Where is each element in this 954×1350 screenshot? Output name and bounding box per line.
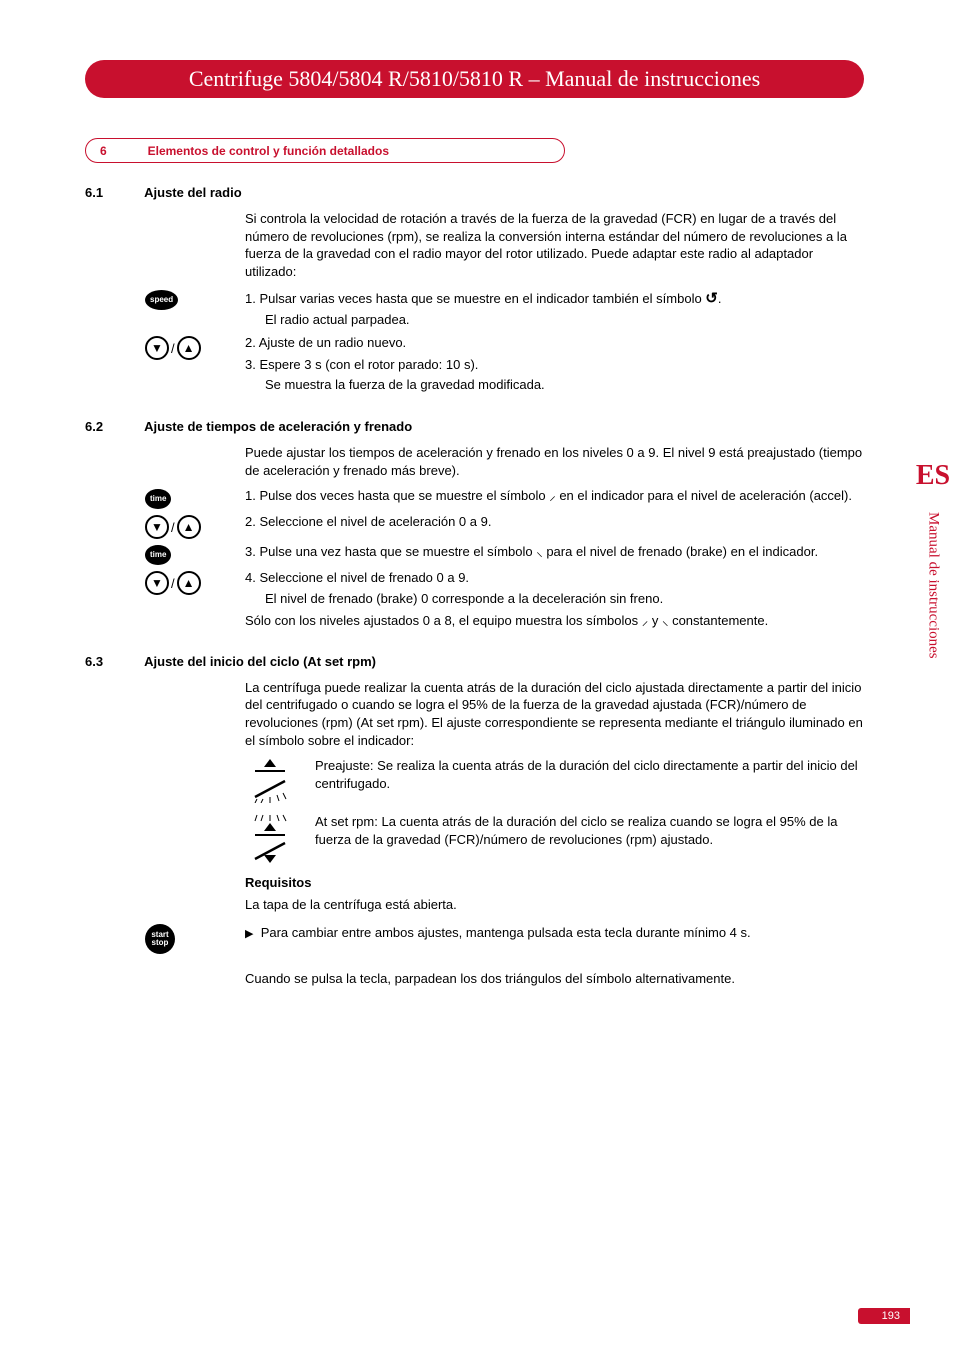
step-sub: El nivel de frenado (brake) 0 correspond… <box>245 590 864 609</box>
up-down-arrows-icon: ▼/▲ <box>145 515 201 539</box>
page-number-badge: 193 <box>858 1308 910 1324</box>
up-down-arrows-icon: ▼/▲ <box>145 336 201 360</box>
subsection-number: 6.1 <box>85 185 141 200</box>
subsection-head: 6.1 Ajuste del radio <box>85 185 864 200</box>
step-sub: El radio actual parpadea. <box>245 311 864 330</box>
subsection-number: 6.3 <box>85 654 141 669</box>
symbol-row-preset: Preajuste: Se realiza la cuenta atrás de… <box>245 757 864 803</box>
after-text: Cuando se pulsa la tecla, parpadean los … <box>245 970 864 988</box>
intro-text: La centrífuga puede realizar la cuenta a… <box>245 679 864 749</box>
step-text: 3. Pulse una vez hasta que se muestre el… <box>245 543 864 561</box>
step-text: 2. Ajuste de un radio nuevo. 3. Espere 3… <box>245 334 864 395</box>
subsection-title: Ajuste del radio <box>144 185 242 200</box>
radius-symbol-icon: ↺ <box>705 290 718 307</box>
step-text: 4. Seleccione el nivel de frenado 0 a 9.… <box>245 569 864 608</box>
symbol-row-text: At set rpm: La cuenta atrás de la duraci… <box>315 813 864 849</box>
subsection-title: Ajuste del inicio del ciclo (At set rpm) <box>144 654 376 669</box>
time-button-icon: time <box>145 489 171 509</box>
bullet-icon: ▶ <box>245 927 253 943</box>
language-badge: ES <box>912 460 954 492</box>
intro-text: Si controla la velocidad de rotación a t… <box>245 210 864 280</box>
speed-button-icon: speed <box>145 290 178 310</box>
subsection-6-2: 6.2 Ajuste de tiempos de aceleración y f… <box>85 419 864 630</box>
subsection-title: Ajuste de tiempos de aceleración y frena… <box>144 419 412 434</box>
page-number: 193 <box>882 1310 900 1322</box>
subsection-head: 6.2 Ajuste de tiempos de aceleración y f… <box>85 419 864 434</box>
page-title-bar: Centrifuge 5804/5804 R/5810/5810 R – Man… <box>85 60 864 98</box>
side-tab: ES Manual de instrucciones <box>912 460 954 659</box>
side-label: Manual de instrucciones <box>925 512 942 659</box>
section-title: Elementos de control y función detallado… <box>148 144 389 158</box>
step-text: 2. Seleccione el nivel de aceleración 0 … <box>245 513 864 531</box>
subsection-head: 6.3 Ajuste del inicio del ciclo (At set … <box>85 654 864 669</box>
preset-symbol-icon <box>245 757 301 803</box>
step-text: 1. Pulse dos veces hasta que se muestre … <box>245 487 864 505</box>
note-text: Sólo con los niveles ajustados 0 a 8, el… <box>245 612 864 630</box>
page-title: Centrifuge 5804/5804 R/5810/5810 R – Man… <box>189 66 760 91</box>
bullet-text: ▶ Para cambiar entre ambos ajustes, mant… <box>245 922 864 943</box>
symbol-row-atsetrpm: At set rpm: La cuenta atrás de la duraci… <box>245 813 864 865</box>
subsection-number: 6.2 <box>85 419 141 434</box>
subsection-6-3: 6.3 Ajuste del inicio del ciclo (At set … <box>85 654 864 987</box>
section-heading-chip: 6 Elementos de control y función detalla… <box>85 138 565 163</box>
requirements-heading: Requisitos <box>245 875 864 890</box>
start-stop-button-icon: startstop <box>145 924 175 954</box>
step-sub: Se muestra la fuerza de la gravedad modi… <box>245 376 864 395</box>
requirements-text: La tapa de la centrífuga está abierta. <box>245 896 864 914</box>
step-text: 1. Pulsar varias veces hasta que se mues… <box>245 288 864 330</box>
intro-text: Puede ajustar los tiempos de aceleración… <box>245 444 864 479</box>
time-button-icon: time <box>145 545 171 565</box>
section-number: 6 <box>100 144 144 158</box>
subsection-6-1: 6.1 Ajuste del radio Si controla la velo… <box>85 185 864 395</box>
up-down-arrows-icon: ▼/▲ <box>145 571 201 595</box>
atsetrpm-symbol-icon <box>245 813 301 865</box>
symbol-row-text: Preajuste: Se realiza la cuenta atrás de… <box>315 757 864 793</box>
